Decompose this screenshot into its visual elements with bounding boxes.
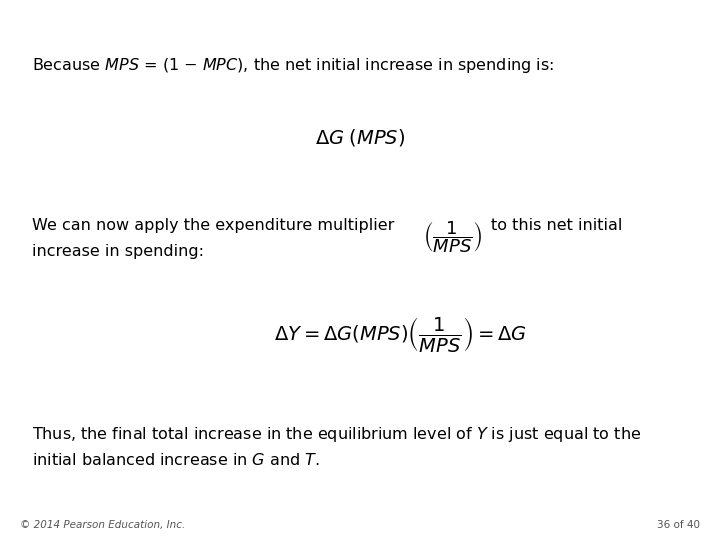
Text: © 2014 Pearson Education, Inc.: © 2014 Pearson Education, Inc.	[20, 520, 186, 530]
Text: 36 of 40: 36 of 40	[657, 520, 700, 530]
Text: initial balanced increase in $\mathit{G}$ and $\mathit{T}$.: initial balanced increase in $\mathit{G}…	[32, 452, 320, 468]
Text: We can now apply the expenditure multiplier: We can now apply the expenditure multipl…	[32, 218, 394, 233]
Text: $\Delta Y = \Delta G(\mathit{MPS})\left(\dfrac{1}{\mathit{MPS}}\right) = \Delta : $\Delta Y = \Delta G(\mathit{MPS})\left(…	[274, 315, 526, 354]
Text: $\Delta G\;(\mathit{MPS})$: $\Delta G\;(\mathit{MPS})$	[315, 127, 405, 148]
Text: to this net initial: to this net initial	[491, 218, 622, 233]
Text: Because $\mathit{MPS}$ = (1 $-$ $\mathit{MPC}$), the net initial increase in spe: Because $\mathit{MPS}$ = (1 $-$ $\mathit…	[32, 56, 554, 76]
Text: increase in spending:: increase in spending:	[32, 244, 204, 259]
Text: $\left(\dfrac{1}{\mathit{MPS}}\right)$: $\left(\dfrac{1}{\mathit{MPS}}\right)$	[423, 220, 482, 255]
Text: Thus, the final total increase in the equilibrium level of $\mathit{Y}$ is just : Thus, the final total increase in the eq…	[32, 425, 641, 444]
